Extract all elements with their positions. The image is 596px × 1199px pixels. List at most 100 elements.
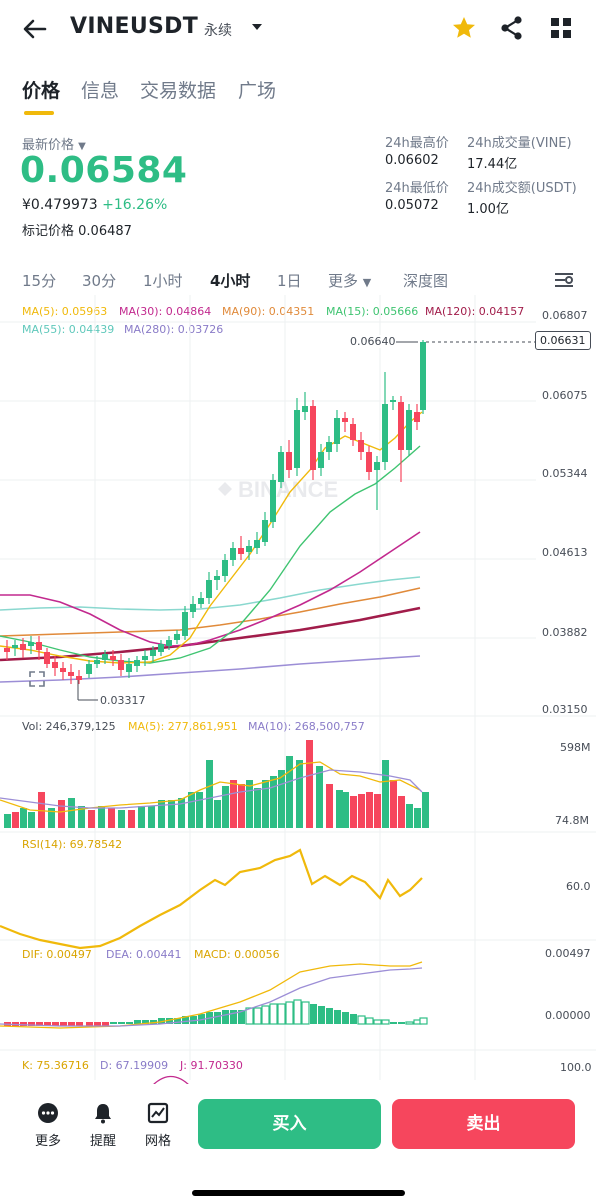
macd-bar	[301, 1001, 310, 1025]
macd-bar	[373, 1019, 382, 1025]
volume-bar	[206, 760, 213, 828]
volume-bar	[48, 808, 55, 828]
pair-title[interactable]: VINEUSDT	[70, 14, 199, 39]
macd-bar	[398, 1022, 405, 1024]
volume-bar	[254, 788, 261, 828]
back-arrow-icon[interactable]	[20, 14, 50, 44]
tab-square[interactable]: 广场	[238, 80, 277, 102]
ma55-legend: MA(55): 0.04439	[22, 323, 115, 336]
more-dots-icon	[38, 1103, 58, 1123]
low-24h-value: 0.05072	[385, 198, 439, 213]
interval-4h[interactable]: 4小时	[210, 272, 251, 290]
volume-bar	[118, 810, 125, 828]
candle-body	[20, 644, 26, 650]
volume-bar	[350, 796, 357, 828]
volume-bar	[238, 784, 245, 828]
tab-info[interactable]: 信息	[81, 80, 120, 102]
volume-bar	[108, 808, 115, 828]
candle-body	[134, 660, 140, 666]
volume-bar	[422, 792, 429, 828]
interval-more[interactable]: 更多 ▼	[328, 272, 372, 290]
volume-bars	[4, 740, 429, 828]
binance-watermark: BINANCE	[218, 477, 338, 502]
grid-trading-button[interactable]: 网格	[138, 1102, 178, 1149]
ma120-line	[0, 606, 421, 662]
candle-body	[246, 546, 252, 552]
volume-bar	[12, 812, 19, 828]
macd-bar	[342, 1012, 349, 1024]
candle-body	[414, 412, 420, 422]
macd-label: MACD: 0.00056	[194, 948, 280, 961]
macd-bar	[261, 1005, 270, 1025]
macd-bar	[166, 1018, 173, 1024]
more-dropdown-icon: ▼	[362, 276, 372, 289]
volume-bar	[138, 806, 145, 828]
candle-body	[110, 656, 116, 660]
tab-trading-data[interactable]: 交易数据	[140, 80, 217, 102]
volume-bar	[28, 812, 35, 828]
price-axis-label: 0.03882	[542, 626, 588, 639]
share-icon[interactable]	[498, 14, 526, 42]
candle-body	[86, 664, 92, 674]
macd-axis-mid: 0.00000	[545, 1009, 591, 1022]
macd-bar	[269, 1003, 278, 1025]
candle-body	[118, 660, 124, 670]
volume-bar	[222, 786, 229, 828]
candle-body	[166, 640, 172, 646]
ma90-line	[0, 587, 421, 637]
macd-bar	[142, 1020, 149, 1024]
candle-body	[350, 424, 356, 440]
volume-bar	[128, 810, 135, 828]
candle-body	[334, 418, 340, 444]
dif-label: DIF: 0.00497	[22, 948, 92, 961]
contract-type-label[interactable]: 永续	[204, 23, 232, 39]
sell-button[interactable]: 卖出	[392, 1099, 575, 1149]
macd-bar	[381, 1019, 390, 1025]
volume-bar	[188, 792, 195, 828]
macd-bar	[214, 1012, 221, 1024]
volume-bar	[230, 780, 237, 828]
volume-bar	[20, 808, 27, 828]
macd-bar	[68, 1022, 75, 1026]
buy-button[interactable]: 买入	[198, 1099, 381, 1149]
alert-button[interactable]: 提醒	[83, 1102, 123, 1149]
interval-30m[interactable]: 30分	[82, 272, 117, 290]
interval-1h[interactable]: 1小时	[143, 272, 183, 290]
chart-settings-icon[interactable]	[553, 270, 575, 290]
volume-bar	[88, 810, 95, 828]
kline-chart[interactable]: BINANCE	[0, 0, 596, 1090]
candle-body	[374, 462, 380, 470]
candle-body	[142, 656, 148, 660]
tab-price[interactable]: 价格	[22, 80, 61, 102]
top-bar: VINEUSDT 永续	[0, 0, 596, 60]
volume-axis-top: 598M	[560, 741, 591, 754]
more-button[interactable]: 更多	[28, 1102, 68, 1149]
candle-body	[28, 642, 34, 646]
volume-bar	[168, 800, 175, 828]
volume-ma5-label: MA(5): 277,861,951	[128, 720, 238, 733]
macd-bar	[118, 1022, 125, 1024]
kdj-axis: 100.0	[560, 1061, 592, 1074]
kdj-j-label: J: 91.70330	[180, 1059, 243, 1072]
fullscreen-icon[interactable]	[28, 670, 46, 688]
interval-15m[interactable]: 15分	[22, 272, 57, 290]
favorite-star-icon[interactable]	[450, 14, 478, 42]
macd-bar	[76, 1022, 83, 1026]
rsi-line	[0, 848, 423, 950]
macd-bar	[28, 1022, 35, 1026]
mark-price: 标记价格 0.06487	[22, 220, 132, 239]
layout-grid-icon[interactable]	[547, 14, 575, 42]
last-price-label[interactable]: 最新价格 ▼	[22, 138, 86, 153]
pair-dropdown-icon[interactable]	[250, 22, 264, 32]
current-price-tag[interactable]: 0.06631	[535, 331, 591, 350]
candle-body	[52, 662, 58, 668]
macd-bar	[245, 1007, 254, 1025]
macd-bar	[94, 1022, 101, 1026]
depth-chart-tab[interactable]: 深度图	[403, 272, 449, 290]
macd-bar	[334, 1010, 341, 1024]
interval-1d[interactable]: 1日	[277, 272, 302, 290]
volume-bar	[270, 776, 277, 828]
candle-body	[182, 612, 188, 636]
macd-bar	[318, 1006, 325, 1024]
candle-body	[262, 520, 268, 542]
